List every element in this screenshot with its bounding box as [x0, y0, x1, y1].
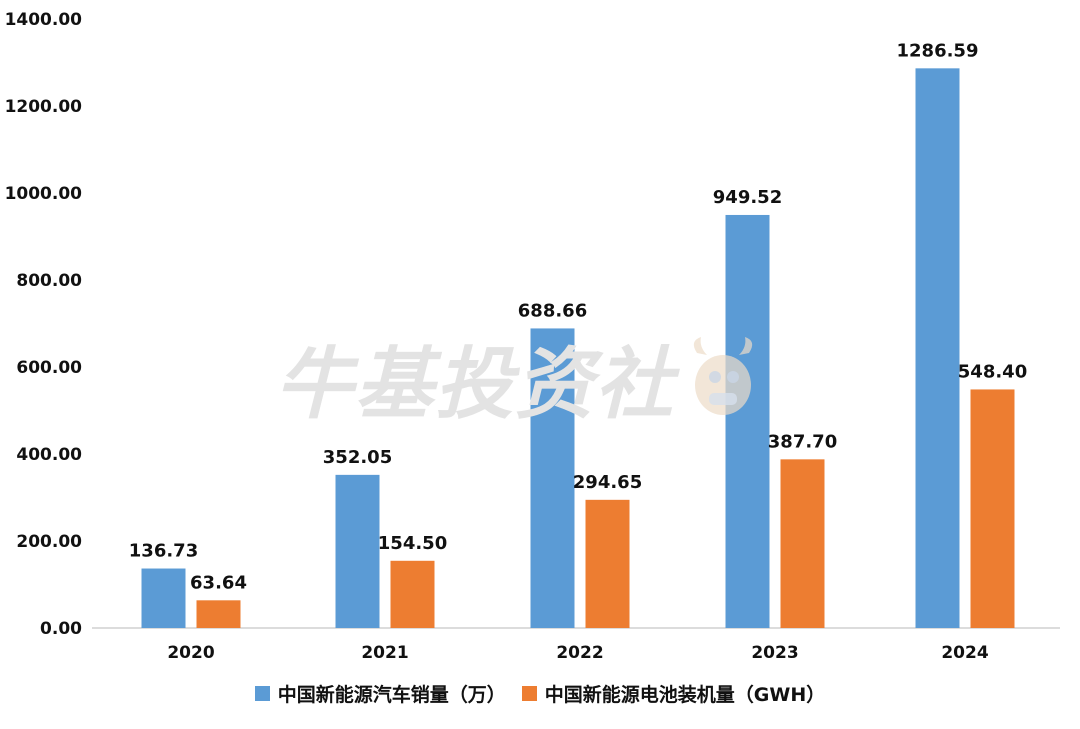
bar-battery-2024 — [970, 389, 1015, 628]
data-label-sales-2020: 136.73 — [129, 541, 198, 562]
bar-sales-2022 — [530, 328, 575, 628]
legend-item-sales: 中国新能源汽车销量（万） — [254, 680, 506, 707]
legend-label-sales: 中国新能源汽车销量（万） — [277, 684, 506, 706]
bar-battery-2021 — [390, 560, 435, 628]
bar-battery-2023 — [780, 459, 825, 628]
y-tick-label: 400.00 — [16, 445, 82, 465]
bull-mascot-icon — [693, 337, 753, 415]
x-tick-label: 2020 — [167, 643, 214, 663]
data-label-sales-2024: 1286.59 — [897, 40, 979, 61]
y-tick-label: 1200.00 — [5, 97, 83, 117]
y-tick-label: 1000.00 — [5, 184, 83, 204]
data-label-battery-2024: 548.40 — [958, 361, 1027, 382]
y-tick-label: 600.00 — [16, 358, 82, 378]
y-tick-label: 1400.00 — [5, 10, 83, 30]
data-label-battery-2022: 294.65 — [573, 472, 642, 493]
y-tick-label: 0.00 — [40, 619, 82, 639]
data-label-battery-2023: 387.70 — [768, 431, 837, 452]
legend-item-battery: 中国新能源电池装机量（GWH） — [521, 680, 826, 707]
x-tick-label: 2022 — [556, 643, 603, 663]
legend-swatch-sales — [254, 686, 270, 701]
x-tick-label: 2021 — [361, 643, 408, 663]
x-tick-label: 2023 — [751, 643, 798, 663]
x-tick-label: 2024 — [941, 643, 988, 663]
watermark-text: 牛基投资社 — [275, 340, 676, 430]
watermark: 牛基投资社 — [275, 322, 763, 434]
bar-battery-2020 — [196, 600, 241, 628]
bars: 136.73 63.64 352.05 154.50 688.66 294.65 949.5… — [129, 40, 1027, 628]
data-label-sales-2021: 352.05 — [323, 447, 392, 468]
data-label-sales-2023: 949.52 — [713, 187, 782, 208]
bar-sales-2021 — [335, 474, 380, 628]
bar-sales-2023 — [725, 214, 770, 628]
x-axis: 2020 2021 2022 2023 2024 — [167, 643, 988, 663]
data-label-sales-2022: 688.66 — [518, 300, 587, 321]
y-tick-label: 800.00 — [16, 271, 82, 291]
bar-sales-2020 — [141, 568, 186, 628]
bar-battery-2022 — [585, 499, 630, 628]
legend-label-battery: 中国新能源电池装机量（GWH） — [544, 684, 826, 706]
bar-sales-2024 — [915, 68, 960, 628]
legend: 中国新能源汽车销量（万） 中国新能源电池装机量（GWH） — [0, 680, 1080, 707]
legend-swatch-battery — [521, 686, 537, 701]
y-tick-label: 200.00 — [16, 532, 82, 552]
y-axis: 0.00 200.00 400.00 600.00 800.00 1000.00 1200.… — [5, 10, 83, 639]
data-label-battery-2021: 154.50 — [378, 533, 447, 554]
data-label-battery-2020: 63.64 — [190, 572, 247, 593]
